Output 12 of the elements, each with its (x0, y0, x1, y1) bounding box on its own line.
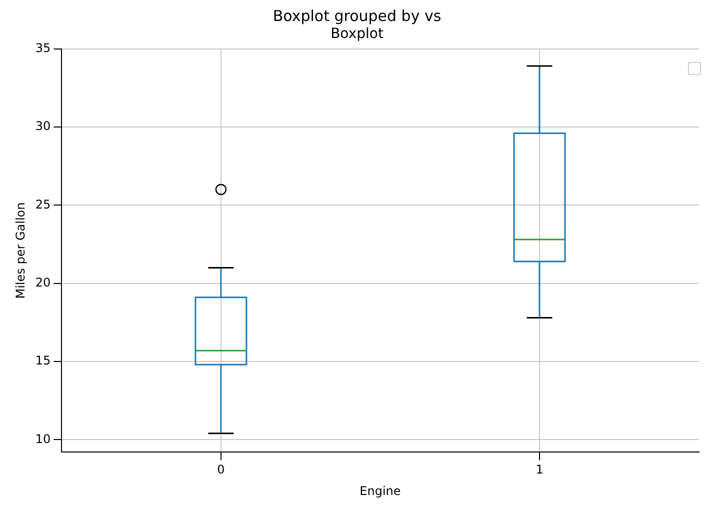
y-tick-label: 20 (35, 275, 51, 290)
chart-title: Boxplot grouped by vs (272, 6, 442, 25)
y-axis-title: Miles per Gallon (13, 202, 28, 299)
x-tick-label: 0 (217, 462, 225, 477)
y-tick-label: 30 (35, 119, 51, 134)
y-tick-label: 35 (35, 40, 51, 55)
x-tick-label: 1 (536, 462, 544, 477)
y-tick-label: 25 (35, 197, 51, 212)
chart-subtitle: Boxplot (330, 26, 384, 42)
y-tick-label: 15 (35, 354, 51, 368)
y-tick-label: 10 (35, 432, 51, 446)
x-axis-title: Engine (360, 484, 401, 498)
